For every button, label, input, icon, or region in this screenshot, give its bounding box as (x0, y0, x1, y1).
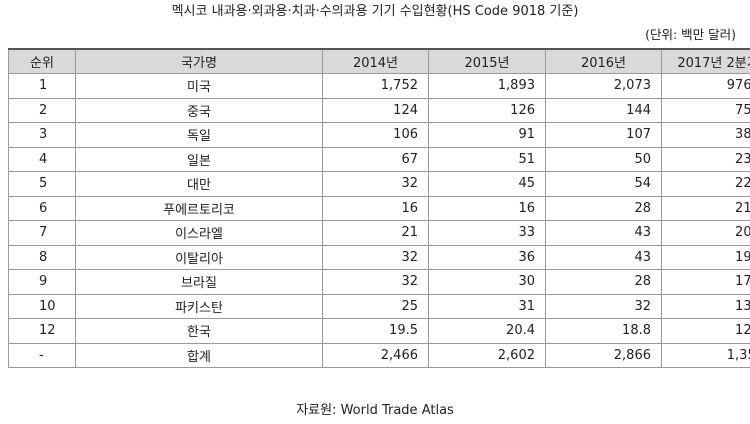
cell-2017q2: 1,357 (661, 342, 750, 368)
import-table: 순위 국가명 2014년 2015년 2016년 2017년 2분기 1미국1,… (8, 48, 750, 368)
cell-country: 이스라엘 (75, 220, 323, 246)
cell-2017q2: 23.3 (661, 146, 750, 172)
cell-2017q2: 976.6 (661, 73, 750, 99)
cell-2016: 28 (545, 269, 662, 295)
cell-2014: 32 (322, 244, 429, 270)
cell-country: 이탈리아 (75, 244, 323, 270)
cell-2016: 50 (545, 146, 662, 172)
cell-country: 대만 (75, 171, 323, 197)
cell-2017q2: 75.3 (661, 97, 750, 123)
cell-2014: 16 (322, 195, 429, 221)
cell-country: 합계 (75, 342, 323, 368)
cell-2015: 126 (428, 97, 546, 123)
cell-2014: 21 (322, 220, 429, 246)
cell-2014: 32 (322, 269, 429, 295)
cell-2015: 51 (428, 146, 546, 172)
cell-rank: 1 (8, 73, 76, 99)
cell-rank: 7 (8, 220, 76, 246)
cell-2017q2: 13.6 (661, 293, 750, 319)
source-note: 자료원: World Trade Atlas (296, 403, 454, 418)
cell-2015: 30 (428, 269, 546, 295)
cell-2017q2: 19.1 (661, 244, 750, 270)
cell-2016: 2,866 (545, 342, 662, 368)
cell-2014: 19.5 (322, 318, 429, 344)
header-2017q2: 2017년 2분기 (661, 48, 750, 74)
cell-country: 푸에르토리코 (75, 195, 323, 221)
cell-2017q2: 38.6 (661, 122, 750, 148)
cell-country: 독일 (75, 122, 323, 148)
cell-2015: 31 (428, 293, 546, 319)
cell-2016: 144 (545, 97, 662, 123)
header-2014: 2014년 (322, 48, 429, 74)
cell-2017q2: 20.8 (661, 220, 750, 246)
cell-2017q2: 21.8 (661, 195, 750, 221)
cell-rank: 10 (8, 293, 76, 319)
cell-2016: 2,073 (545, 73, 662, 99)
cell-2016: 28 (545, 195, 662, 221)
cell-2016: 43 (545, 244, 662, 270)
cell-2014: 67 (322, 146, 429, 172)
cell-2017q2: 12.0 (661, 318, 750, 344)
cell-country: 파키스탄 (75, 293, 323, 319)
cell-rank: 12 (8, 318, 76, 344)
cell-2015: 91 (428, 122, 546, 148)
header-country: 국가명 (75, 48, 323, 74)
cell-2015: 36 (428, 244, 546, 270)
cell-2016: 54 (545, 171, 662, 197)
unit-label: (단위: 백만 달러) (645, 27, 736, 42)
cell-2016: 18.8 (545, 318, 662, 344)
cell-2014: 106 (322, 122, 429, 148)
header-rank: 순위 (8, 48, 76, 74)
cell-2014: 124 (322, 97, 429, 123)
header-2015: 2015년 (428, 48, 546, 74)
header-row: 순위 국가명 2014년 2015년 2016년 2017년 2분기 (8, 48, 750, 74)
cell-country: 미국 (75, 73, 323, 99)
cell-country: 한국 (75, 318, 323, 344)
cell-2014: 1,752 (322, 73, 429, 99)
cell-2014: 32 (322, 171, 429, 197)
cell-2015: 2,602 (428, 342, 546, 368)
cell-2015: 16 (428, 195, 546, 221)
cell-rank: 9 (8, 269, 76, 295)
cell-2017q2: 17.5 (661, 269, 750, 295)
cell-2016: 107 (545, 122, 662, 148)
cell-rank: 3 (8, 122, 76, 148)
header-2016: 2016년 (545, 48, 662, 74)
cell-2015: 33 (428, 220, 546, 246)
cell-2015: 1,893 (428, 73, 546, 99)
table-title: 멕시코 내과용·외과용·치과·수의과용 기기 수입현황(HS Code 9018… (171, 4, 579, 19)
cell-2016: 43 (545, 220, 662, 246)
cell-2016: 32 (545, 293, 662, 319)
cell-rank: 8 (8, 244, 76, 270)
cell-2014: 25 (322, 293, 429, 319)
cell-country: 중국 (75, 97, 323, 123)
cell-2015: 20.4 (428, 318, 546, 344)
cell-2015: 45 (428, 171, 546, 197)
cell-country: 일본 (75, 146, 323, 172)
cell-rank: 5 (8, 171, 76, 197)
cell-country: 브라질 (75, 269, 323, 295)
cell-2017q2: 22.2 (661, 171, 750, 197)
cell-rank: 2 (8, 97, 76, 123)
cell-2014: 2,466 (322, 342, 429, 368)
cell-rank: 6 (8, 195, 76, 221)
cell-rank: - (8, 342, 76, 368)
cell-rank: 4 (8, 146, 76, 172)
